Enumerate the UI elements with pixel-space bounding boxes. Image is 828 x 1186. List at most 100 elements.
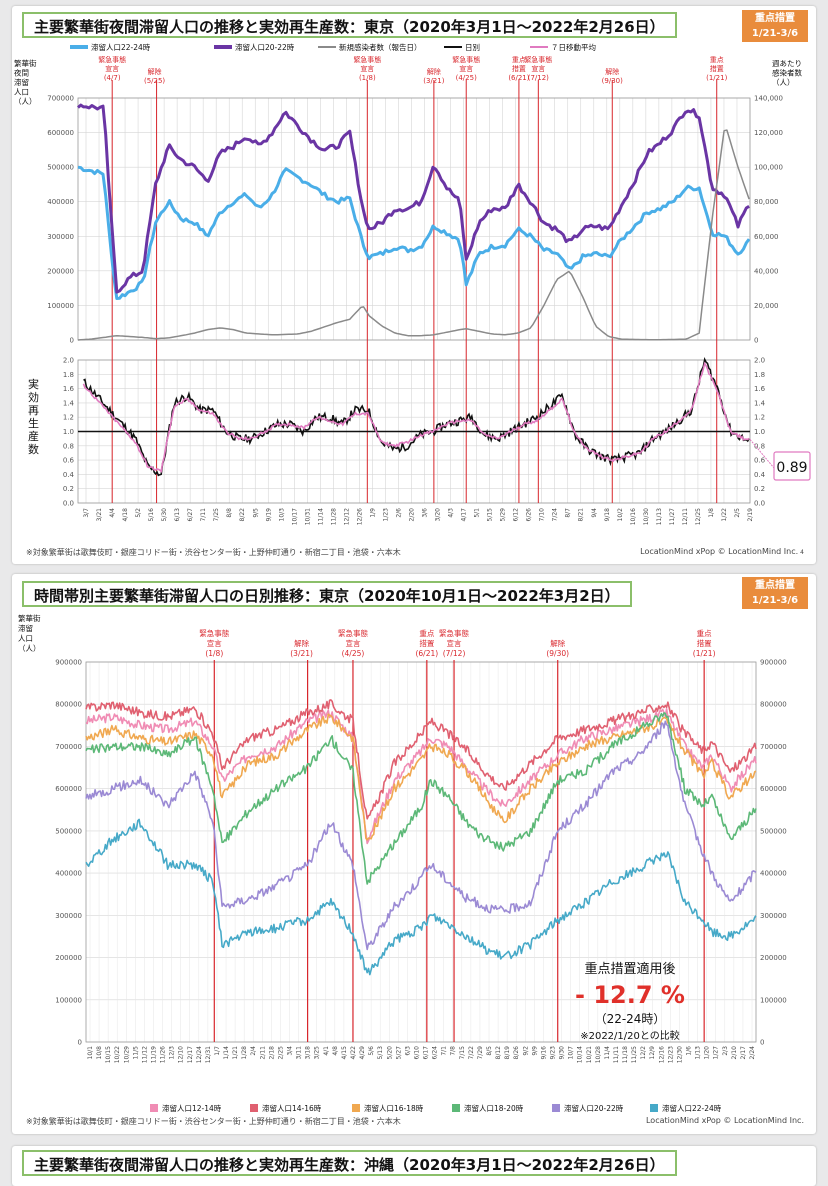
event-label: 解除	[294, 638, 309, 648]
y-axis-label-right: 感染者数	[772, 68, 802, 78]
x-tick-label: 1/22	[721, 508, 728, 522]
rt-tick-left: 1.8	[63, 371, 74, 379]
event-label: 重点	[512, 56, 526, 64]
y-tick-right: 0	[760, 1039, 764, 1047]
legend-label-5: 滞留人口22-24時	[662, 1103, 722, 1113]
panel2-badge-line2: 1/21-3/6	[751, 595, 799, 606]
y-tick-left: 600000	[55, 785, 82, 793]
x-tick-label: 5/30	[161, 508, 168, 522]
event-label: (9/30)	[546, 649, 569, 658]
series-new-cases	[77, 129, 750, 341]
x-tick-label: 10/21	[586, 1046, 593, 1063]
x-tick-label: 10/3	[278, 508, 285, 522]
x-tick-label: 10/7	[568, 1046, 575, 1060]
x-tick-label: 2/24	[749, 1046, 756, 1060]
y-tick-right: 140,000	[754, 95, 783, 103]
panel1-credit: LocationMind xPop © LocationMind Inc. 4	[640, 547, 804, 556]
legend-label-3: 滞留人口18-20時	[464, 1103, 524, 1113]
panel2-chart: 繁華街滞留人口（人） 900000 900000 800000 800000 700000…	[18, 613, 787, 1113]
x-tick-label: 2/4	[250, 1046, 257, 1056]
legend-swatch-5	[650, 1104, 658, 1112]
x-tick-label: 3/25	[314, 1046, 321, 1060]
rt-tick-right: 2.0	[754, 357, 765, 365]
x-tick-label: 6/3	[404, 1046, 411, 1056]
x-tick-label: 5/29	[500, 508, 507, 522]
y-tick-right: 500000	[760, 827, 787, 835]
y-axis-label-left: 人口	[18, 634, 33, 643]
rt-tick-left: 0.2	[63, 485, 74, 493]
panel2-badge: 重点措置 1/21-3/6	[742, 577, 808, 609]
x-tick-label: 9/23	[549, 1046, 556, 1060]
event-label: 緊急事態	[452, 55, 480, 64]
panel1-badge: 重点措置 1/21-3/6	[742, 10, 808, 42]
x-tick-label: 9/9	[531, 1046, 538, 1056]
event-label: 宣言	[459, 64, 473, 73]
y-tick-right: 400000	[760, 870, 787, 878]
event-label: 措置	[697, 638, 712, 648]
legend-swatch-2	[352, 1104, 360, 1112]
event-label: 重点	[419, 629, 434, 638]
series-14-16	[85, 699, 757, 820]
x-tick-label: 10/14	[577, 1046, 584, 1063]
y-axis-label-left: （人）	[14, 97, 37, 106]
y-tick-left: 200000	[47, 267, 74, 275]
event-label: 宣言	[447, 638, 462, 648]
event-label: 措置	[512, 64, 526, 73]
x-tick-label: 5/15	[487, 508, 494, 522]
rt-tick-right: 0.6	[754, 457, 766, 465]
y-tick-right: 100,000	[754, 164, 783, 172]
y-tick-left: 100000	[55, 996, 82, 1004]
series-rt-ma	[82, 361, 750, 473]
event-label: 緊急事態	[524, 55, 552, 64]
x-tick-label: 9/18	[604, 508, 611, 522]
x-tick-label: 2/5	[734, 508, 741, 518]
panel1-title: 主要繁華街夜間滞留人口の推移と実効再生産数：東京（2020年3月1日～2022年…	[22, 12, 677, 38]
rt-tick-right: 1.4	[754, 399, 766, 407]
y-tick-right: 0	[754, 337, 758, 345]
panel2-credit: LocationMind xPop © LocationMind Inc.	[645, 1116, 804, 1125]
x-tick-label: 4/3	[448, 508, 455, 518]
x-tick-label: 2/6	[395, 508, 402, 518]
x-tick-label: 12/3	[169, 1046, 176, 1060]
event-label: 宣言	[105, 64, 119, 73]
event-label: 解除	[148, 67, 162, 76]
event-label: (1/21)	[706, 74, 727, 82]
plot-frame-top	[77, 97, 751, 341]
event-label: 解除	[605, 67, 619, 76]
x-tick-label: 2/10	[731, 1046, 738, 1060]
x-tick-label: 1/23	[382, 508, 389, 522]
y-axis-label-right: （人）	[772, 78, 795, 87]
x-tick-label: 2/19	[747, 508, 754, 522]
event-label: 宣言	[345, 638, 360, 648]
x-tick-label: 2/11	[259, 1046, 266, 1060]
x-tick-label: 6/12	[513, 508, 520, 522]
y-tick-right: 80,000	[754, 198, 779, 206]
y-axis-label-left: 夜間	[14, 68, 29, 78]
x-tick-label: 11/4	[604, 1046, 611, 1060]
y-tick-right: 20,000	[754, 302, 779, 310]
rt-tick-left: 0.8	[63, 442, 74, 450]
x-tick-label: 3/18	[305, 1046, 312, 1060]
panel1-badge-line2: 1/21-3/6	[751, 28, 799, 39]
x-tick-label: 8/22	[239, 508, 246, 522]
rt-axis-label: 再	[28, 404, 39, 417]
legend-label-0: 滞留人口12-14時	[162, 1103, 222, 1113]
x-tick-label: 12/9	[649, 1046, 656, 1060]
x-tick-label: 10/28	[595, 1046, 602, 1063]
rt-tick-left: 1.4	[63, 399, 75, 407]
x-tick-label: 11/11	[613, 1046, 620, 1063]
x-tick-label: 11/19	[150, 1046, 157, 1063]
y-axis-label-left: 滞留	[18, 623, 33, 633]
event-label: (7/12)	[528, 74, 549, 82]
x-tick-label: 5/1	[474, 508, 481, 518]
x-tick-label: 5/27	[395, 1046, 402, 1060]
event-label: 宣言	[207, 638, 222, 648]
x-tick-label: 11/27	[669, 508, 676, 525]
x-tick-label: 1/27	[713, 1046, 720, 1060]
y-tick-left: 400000	[47, 198, 74, 206]
x-tick-label: 12/31	[205, 1046, 212, 1063]
event-label: (3/21)	[290, 649, 313, 658]
x-tick-label: 2/18	[268, 1046, 275, 1060]
y-tick-right: 700000	[760, 743, 787, 751]
x-tick-label: 11/14	[317, 508, 324, 525]
